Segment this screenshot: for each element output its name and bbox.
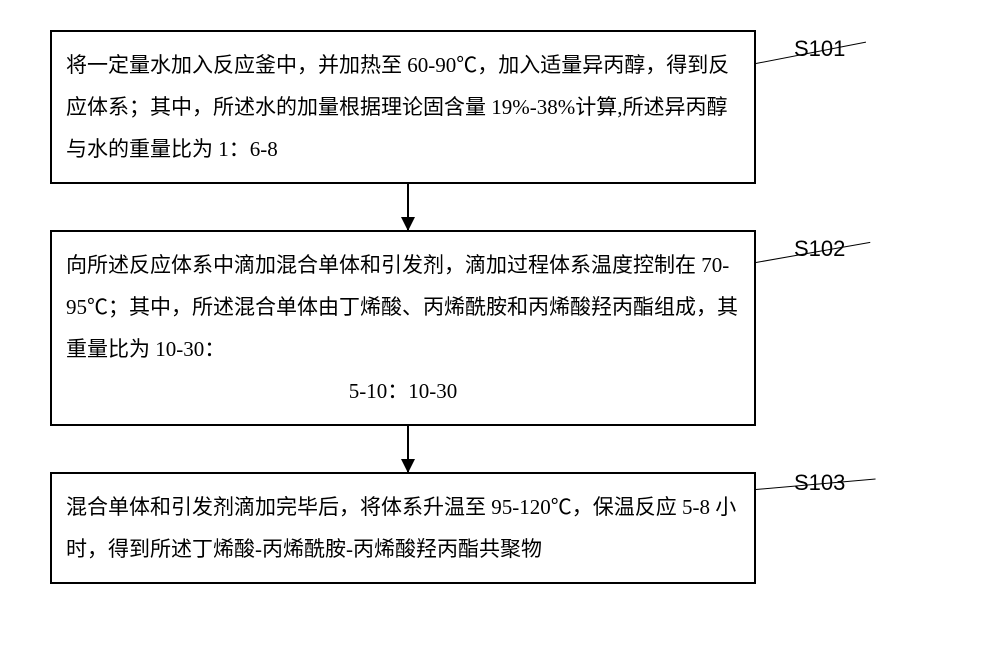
step-box: 向所述反应体系中滴加混合单体和引发剂，滴加过程体系温度控制在 70-95℃；其中…: [50, 230, 756, 426]
step-box: 混合单体和引发剂滴加完毕后，将体系升温至 95-120℃，保温反应 5-8 小时…: [50, 472, 756, 584]
step-row: 将一定量水加入反应釜中，并加热至 60-90℃，加入适量异丙醇，得到反应体系；其…: [40, 30, 960, 184]
arrow: [50, 426, 756, 472]
step-row: 混合单体和引发剂滴加完毕后，将体系升温至 95-120℃，保温反应 5-8 小时…: [40, 472, 960, 584]
arrow: [50, 184, 756, 230]
step-row: 向所述反应体系中滴加混合单体和引发剂，滴加过程体系温度控制在 70-95℃；其中…: [40, 230, 960, 426]
step-box: 将一定量水加入反应釜中，并加热至 60-90℃，加入适量异丙醇，得到反应体系；其…: [50, 30, 756, 184]
step-label: S101: [794, 36, 845, 62]
step-label: S102: [794, 236, 845, 262]
